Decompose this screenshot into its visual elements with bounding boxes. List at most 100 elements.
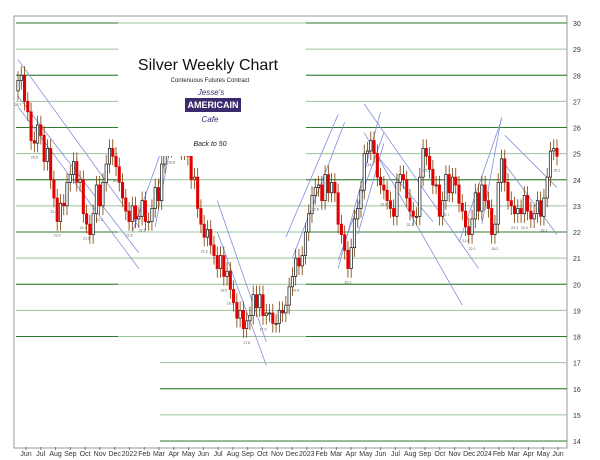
candle-body	[91, 213, 95, 235]
candle-body	[294, 257, 298, 277]
x-tick-label: Oct	[257, 451, 268, 458]
candle-body	[428, 155, 432, 170]
candle-body	[228, 270, 232, 290]
candle-body	[519, 208, 523, 215]
x-tick-label: Mar	[153, 451, 166, 458]
candle-body	[395, 182, 399, 217]
price-annotation: 22.9	[113, 179, 120, 183]
price-annotation: 19.9	[220, 289, 227, 293]
candle-body	[307, 213, 311, 233]
y-tick-label: 15	[573, 413, 581, 420]
x-tick-label: Oct	[434, 451, 445, 458]
y-tick-label: 30	[573, 21, 581, 28]
price-annotation: 22.8	[312, 208, 319, 212]
candle-body	[281, 310, 285, 314]
x-tick-label: Oct	[80, 451, 91, 458]
candle-body	[473, 192, 477, 220]
candle-body	[49, 148, 53, 181]
candle-body	[310, 195, 314, 215]
price-annotation: 26.2	[492, 247, 499, 251]
price-annotation: 22.8	[380, 202, 387, 206]
candle-body	[219, 255, 223, 269]
candle-body	[486, 200, 490, 209]
logo-banner	[185, 98, 241, 112]
candle-body	[107, 148, 111, 165]
price-annotations: 28.7 25.6 22.6 22.4 21.8 21.6 22.4 22.9 21.8 22.5…	[15, 103, 561, 345]
price-annotation: 22.4	[54, 234, 61, 238]
price-annotation: 22.5	[139, 228, 146, 232]
price-annotation: 22.7	[443, 213, 450, 217]
candle-body	[248, 315, 252, 322]
x-tick-label: Aug	[49, 451, 62, 458]
candle-body	[189, 155, 193, 181]
candle-body	[23, 74, 27, 102]
candle-body	[437, 184, 441, 217]
candle-body	[545, 176, 549, 199]
candle-body	[401, 174, 405, 181]
y-tick-label: 18	[573, 335, 581, 342]
x-tick-label: Jun	[20, 451, 31, 458]
candle-body	[548, 150, 552, 178]
candle-body	[290, 276, 294, 288]
candle-body	[58, 202, 62, 222]
x-tick-label: Jul	[391, 451, 400, 458]
price-annotation: 22.4	[521, 226, 528, 230]
candle-body	[232, 289, 236, 303]
candle-body	[499, 158, 503, 183]
candle-body	[405, 179, 409, 199]
candle-body	[444, 174, 448, 201]
trend-line	[17, 95, 140, 254]
candle-body	[274, 323, 278, 325]
x-axis-ticks: Jun Jul Aug Sep Oct Nov Dec 2022 Feb Mar Apr May Jun…	[20, 447, 564, 458]
candle-body	[343, 234, 347, 251]
y-tick-label: 25	[573, 152, 581, 159]
x-tick-label: Nov	[271, 451, 284, 458]
candle-body	[258, 294, 262, 309]
candle-body	[411, 210, 415, 217]
candle-body	[555, 148, 559, 157]
candle-body	[317, 184, 321, 188]
candle-body	[297, 257, 301, 267]
candle-body	[379, 176, 383, 186]
candle-body	[39, 124, 43, 136]
candle-body	[137, 215, 141, 220]
x-tick-label: May	[182, 451, 196, 458]
candle-body	[535, 200, 539, 215]
price-annotation: 25.5	[423, 168, 430, 172]
candle-body	[388, 200, 392, 209]
candle-body	[421, 148, 425, 178]
candle-body	[127, 210, 131, 222]
x-tick-label: Jun	[198, 451, 209, 458]
candle-body	[352, 218, 356, 249]
y-tick-label: 29	[573, 47, 581, 54]
price-annotation: 17.9	[260, 328, 267, 332]
price-annotation: 26.1	[554, 168, 561, 172]
candle-body	[209, 229, 213, 246]
price-annotation: 21.8	[80, 226, 87, 230]
x-tick-label: Sep	[64, 451, 77, 458]
x-tick-label: Apr	[523, 451, 535, 458]
y-tick-label: 14	[573, 439, 581, 446]
candle-body	[490, 208, 494, 235]
candle-body	[192, 176, 196, 181]
candle-body	[78, 179, 82, 183]
candle-body	[104, 163, 108, 183]
trend-line	[285, 114, 339, 238]
candle-body	[366, 150, 370, 154]
candle-body	[16, 80, 20, 92]
candle-body	[323, 174, 327, 201]
candle-body	[121, 182, 125, 199]
candle-body	[111, 148, 115, 157]
candle-body	[369, 140, 373, 152]
candle-body	[32, 140, 36, 144]
chart-note: Back to 50	[193, 141, 226, 148]
candle-body	[506, 182, 510, 202]
price-annotation: 20.6	[292, 289, 299, 293]
candle-body	[222, 255, 226, 277]
candle-body	[464, 210, 468, 228]
candle-body	[147, 221, 151, 223]
y-tick-label: 28	[573, 73, 581, 80]
price-annotation: 28.7	[15, 103, 22, 107]
logo-line-3: Cafe	[202, 115, 219, 124]
trend-line	[216, 231, 267, 366]
